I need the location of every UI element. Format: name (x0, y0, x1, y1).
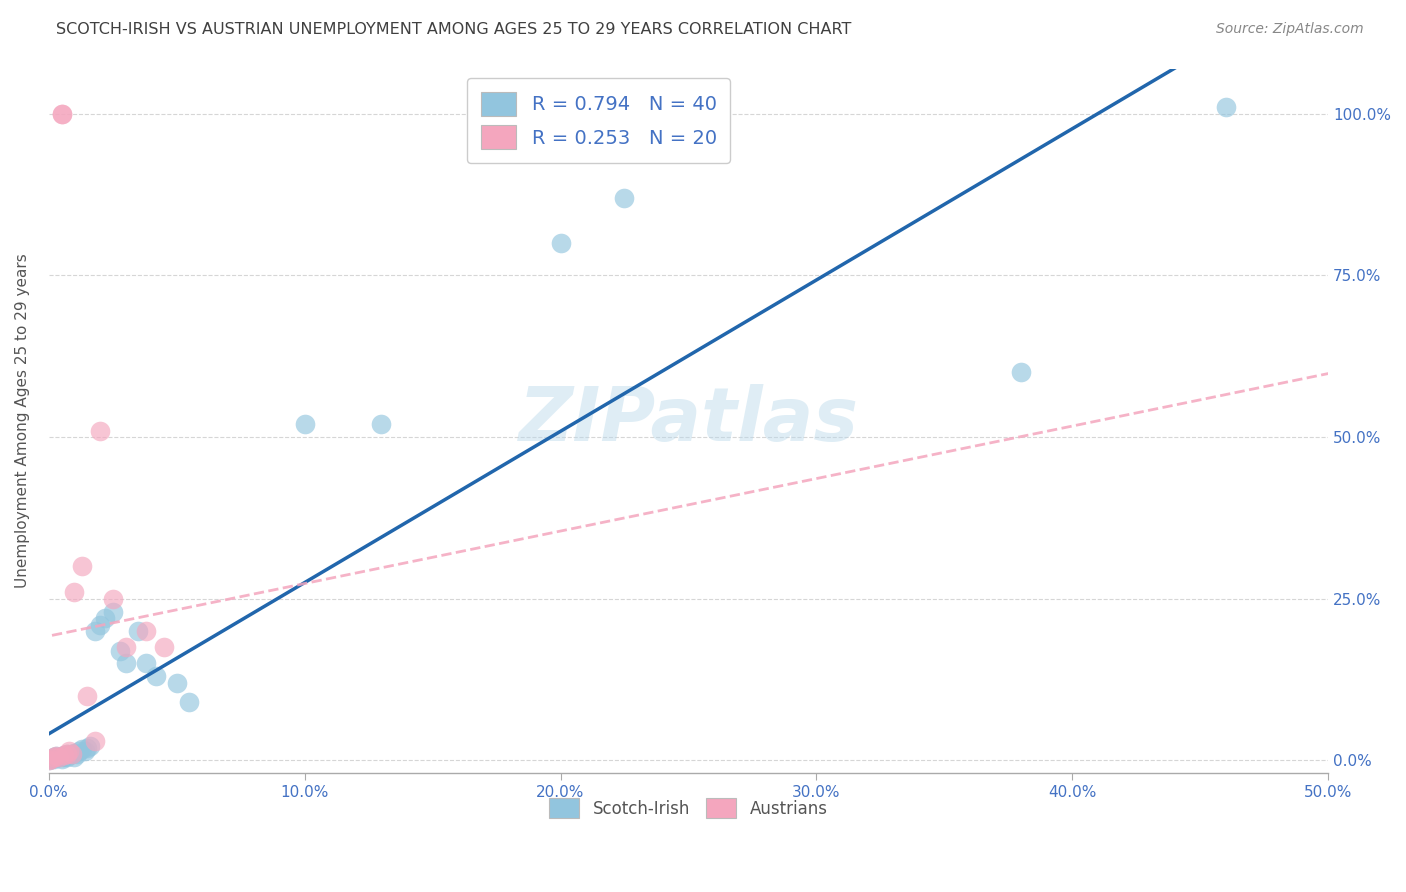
Point (76, 689, 98, 703)
Point (370, 417, 392, 432)
Point (63, 746, 86, 760)
Point (45, 750, 67, 764)
Point (73, 744, 96, 758)
Point (55, 750, 77, 764)
Point (53, 750, 76, 764)
Point (127, 624, 149, 639)
Text: ZIPatlas: ZIPatlas (519, 384, 859, 458)
Point (166, 676, 188, 690)
Point (51, 751, 73, 765)
Point (48, 750, 70, 764)
Point (53, 748, 76, 763)
Point (153, 640, 176, 655)
Point (58, 744, 80, 758)
Point (114, 657, 136, 671)
Point (60, 747, 83, 761)
Point (101, 591, 124, 606)
Point (55, 747, 77, 761)
Text: SCOTCH-IRISH VS AUSTRIAN UNEMPLOYMENT AMONG AGES 25 TO 29 YEARS CORRELATION CHAR: SCOTCH-IRISH VS AUSTRIAN UNEMPLOYMENT AM… (56, 22, 852, 37)
Point (76, 740, 98, 755)
Point (101, 605, 124, 619)
Point (58, 748, 80, 763)
Point (45, 749, 67, 764)
Point (39, 751, 62, 765)
Point (66, 747, 89, 761)
Point (60, 747, 83, 761)
Point (55, 747, 77, 761)
Point (38, 754, 60, 768)
Point (39, 751, 62, 765)
Point (48, 750, 70, 764)
Point (613, 191, 636, 205)
Point (135, 657, 157, 671)
Point (135, 624, 157, 639)
Point (63, 585, 86, 599)
Point (294, 417, 316, 432)
Point (179, 695, 201, 709)
Point (89, 617, 111, 632)
Point (69, 744, 91, 758)
Point (42, 750, 65, 764)
Point (83, 734, 105, 748)
Point (1215, 100, 1237, 114)
Text: Source: ZipAtlas.com: Source: ZipAtlas.com (1216, 22, 1364, 37)
Point (51, 749, 73, 764)
Y-axis label: Unemployment Among Ages 25 to 29 years: Unemployment Among Ages 25 to 29 years (15, 253, 30, 589)
Point (51, 107, 73, 121)
Point (63, 750, 86, 764)
Point (53, 748, 76, 763)
Point (89, 424, 111, 438)
Point (110, 643, 132, 657)
Point (42, 750, 65, 764)
Point (550, 236, 572, 251)
Point (45, 749, 67, 764)
Point (51, 107, 73, 121)
Point (145, 669, 167, 683)
Point (70, 559, 93, 574)
Point (79, 739, 101, 754)
Point (1010, 366, 1032, 380)
Point (42, 751, 65, 765)
Legend: Scotch-Irish, Austrians: Scotch-Irish, Austrians (543, 791, 835, 825)
Point (38, 754, 60, 768)
Point (114, 640, 136, 655)
Point (83, 624, 105, 639)
Point (70, 742, 93, 756)
Point (94, 611, 117, 625)
